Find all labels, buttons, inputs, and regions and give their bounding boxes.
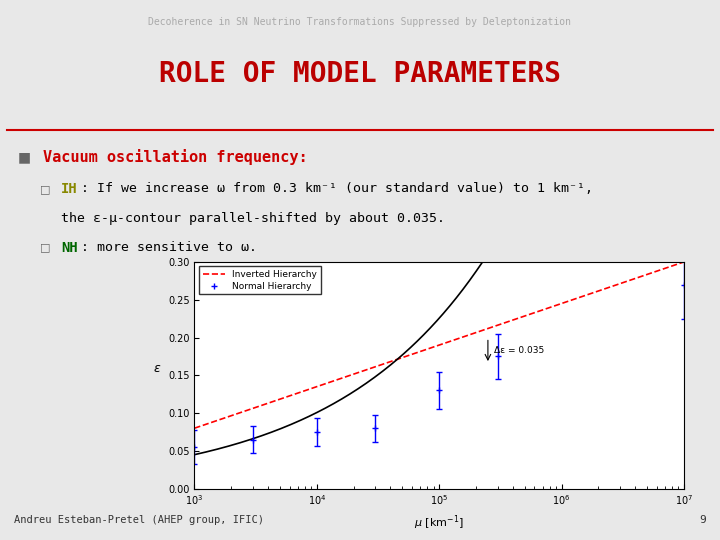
- Text: Δε = 0.035: Δε = 0.035: [494, 346, 544, 355]
- Text: ROLE OF MODEL PARAMETERS: ROLE OF MODEL PARAMETERS: [159, 59, 561, 87]
- Y-axis label: $\varepsilon$: $\varepsilon$: [153, 362, 161, 375]
- Text: Vacuum oscillation frequency:: Vacuum oscillation frequency:: [43, 149, 308, 165]
- Inverted Hierarchy: [480, 327, 489, 333]
- Text: Andreu Esteban-Pretel (AHEP group, IFIC): Andreu Esteban-Pretel (AHEP group, IFIC): [14, 515, 264, 525]
- Text: □: □: [40, 243, 50, 253]
- Inverted Hierarchy: [603, 285, 611, 291]
- Text: ■: ■: [18, 150, 31, 164]
- Text: IH: IH: [61, 182, 78, 196]
- Text: the ε-μ-contour parallel-shifted by about 0.035.: the ε-μ-contour parallel-shifted by abou…: [61, 212, 445, 225]
- Text: : If we increase ω from 0.3 km⁻¹ (our standard value) to 1 km⁻¹,: : If we increase ω from 0.3 km⁻¹ (our st…: [81, 183, 593, 195]
- X-axis label: $\mu$ [km$^{-1}$]: $\mu$ [km$^{-1}$]: [414, 513, 464, 531]
- Text: 9: 9: [699, 515, 706, 525]
- Inverted Hierarchy: [482, 326, 490, 333]
- Inverted Hierarchy: [192, 424, 200, 431]
- Inverted Hierarchy: [190, 425, 199, 431]
- Text: □: □: [40, 184, 50, 194]
- Inverted Hierarchy: [634, 274, 642, 281]
- Inverted Hierarchy: [490, 323, 498, 329]
- Text: : more sensitive to ω.: : more sensitive to ω.: [81, 241, 257, 254]
- Line: Inverted Hierarchy: Inverted Hierarchy: [194, 262, 684, 428]
- Text: Decoherence in SN Neutrino Transformations Suppressed by Deleptonization: Decoherence in SN Neutrino Transformatio…: [148, 17, 572, 27]
- Inverted Hierarchy: [680, 259, 688, 265]
- Text: NH: NH: [61, 241, 78, 255]
- Legend: Inverted Hierarchy, Normal Hierarchy: Inverted Hierarchy, Normal Hierarchy: [199, 266, 321, 294]
